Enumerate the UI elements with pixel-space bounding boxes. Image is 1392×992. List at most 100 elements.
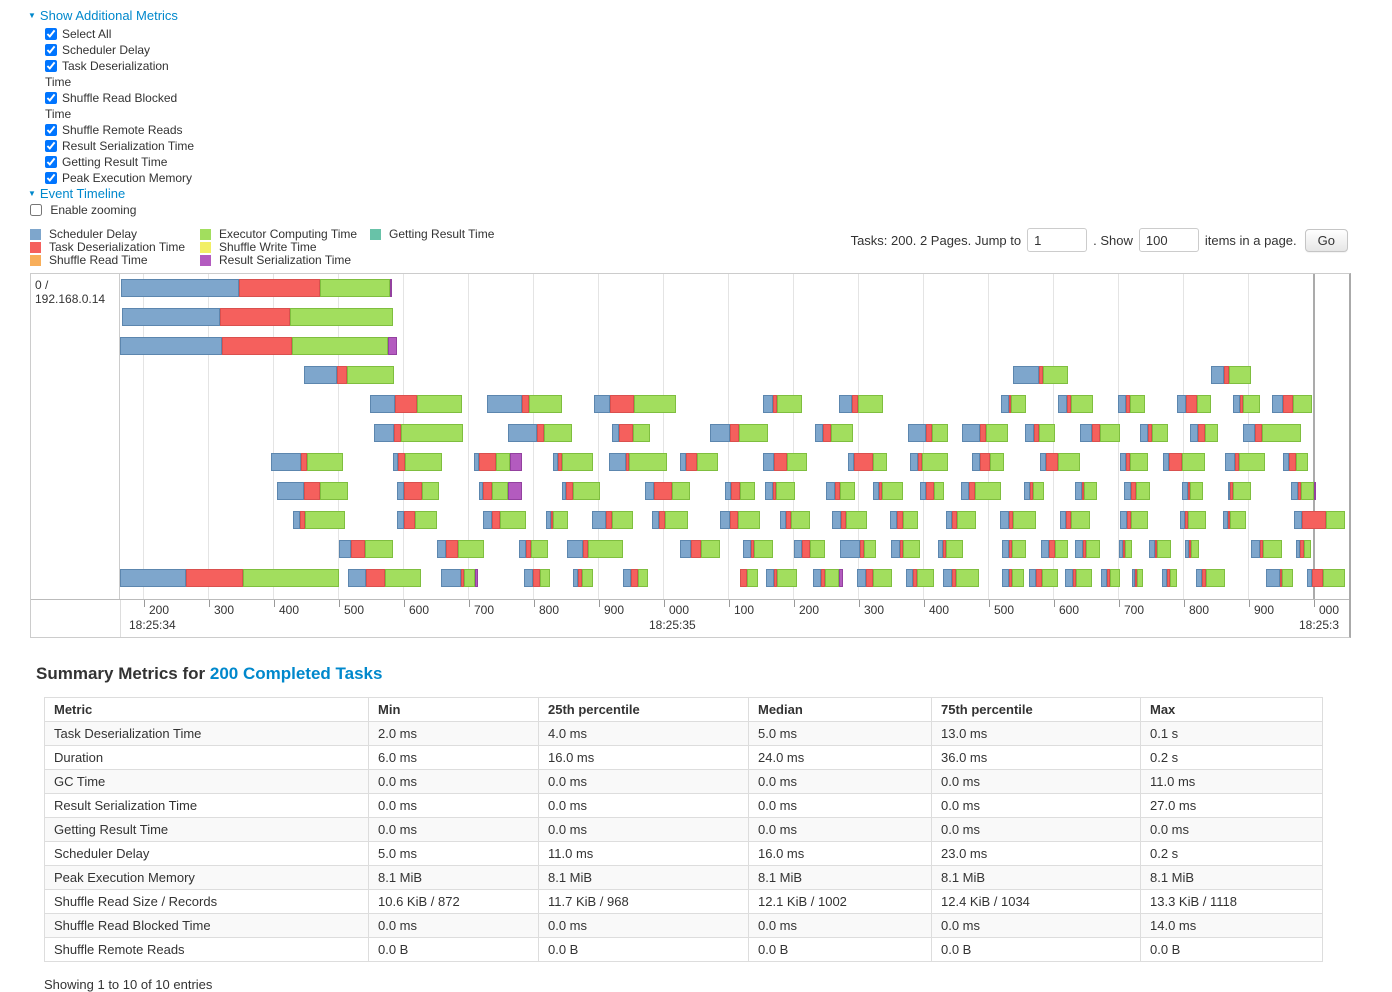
task-bar[interactable] [1025,424,1055,442]
task-bar[interactable] [121,279,392,297]
task-bar[interactable] [1177,395,1211,413]
task-bar[interactable] [474,453,522,471]
task-bar[interactable] [1041,540,1068,558]
task-bar[interactable] [1001,395,1026,413]
event-timeline-toggle[interactable]: ▼ Event Timeline [28,186,1392,202]
task-bar[interactable] [120,569,339,587]
task-bar[interactable] [397,482,439,500]
task-bar[interactable] [1296,540,1311,558]
task-bar[interactable] [1182,482,1203,500]
task-bar[interactable] [710,424,768,442]
task-bar[interactable] [780,511,810,529]
task-bar[interactable] [1196,569,1225,587]
task-bar[interactable] [1000,511,1036,529]
task-bar[interactable] [1058,395,1093,413]
task-bar[interactable] [1118,395,1145,413]
task-bar[interactable] [1002,569,1024,587]
task-bar[interactable] [813,569,843,587]
task-bar[interactable] [1120,453,1148,471]
task-bar[interactable] [1266,569,1293,587]
metric-checkbox[interactable] [45,60,57,72]
task-bar[interactable] [972,453,1004,471]
task-bar[interactable] [1075,482,1097,500]
task-bar[interactable] [304,366,394,384]
metric-checkbox[interactable] [45,124,57,136]
task-bar[interactable] [1272,395,1312,413]
task-bar[interactable] [1185,540,1199,558]
task-bar[interactable] [437,540,484,558]
task-bar[interactable] [832,511,867,529]
task-bar[interactable] [508,424,572,442]
task-bar[interactable] [1149,540,1171,558]
go-button[interactable]: Go [1304,228,1348,252]
task-bar[interactable] [725,482,755,500]
task-bar[interactable] [573,569,593,587]
metric-checkbox[interactable] [45,92,57,104]
task-bar[interactable] [763,395,802,413]
task-bar[interactable] [519,540,548,558]
task-bar[interactable] [946,511,976,529]
task-bar[interactable] [594,395,676,413]
task-bar[interactable] [293,511,345,529]
task-bar[interactable] [765,482,795,500]
task-bar[interactable] [763,453,807,471]
task-bar[interactable] [1243,424,1301,442]
task-bar[interactable] [1163,453,1205,471]
metric-checkbox[interactable] [45,28,57,40]
task-bar[interactable] [1029,569,1058,587]
task-bar[interactable] [612,424,650,442]
task-bar[interactable] [962,424,1008,442]
timeline-plot[interactable] [120,274,1348,599]
task-bar[interactable] [1132,569,1143,587]
task-bar[interactable] [826,482,855,500]
show-additional-metrics-toggle[interactable]: ▼ Show Additional Metrics [28,8,1392,24]
task-bar[interactable] [938,540,963,558]
task-bar[interactable] [1101,569,1120,587]
task-bar[interactable] [1013,366,1068,384]
task-bar[interactable] [1080,424,1120,442]
task-bar[interactable] [1162,569,1177,587]
task-bar[interactable] [1065,569,1092,587]
task-bar[interactable] [1040,453,1080,471]
task-bar[interactable] [1294,511,1345,529]
task-bar[interactable] [567,540,623,558]
task-bar[interactable] [720,511,760,529]
task-bar[interactable] [891,540,920,558]
task-bar[interactable] [766,569,797,587]
task-bar[interactable] [652,511,688,529]
task-bar[interactable] [339,540,393,558]
task-bar[interactable] [592,511,633,529]
task-bar[interactable] [487,395,562,413]
task-bar[interactable] [277,482,348,500]
task-bar[interactable] [1190,424,1218,442]
task-bar[interactable] [1180,511,1206,529]
task-bar[interactable] [393,453,442,471]
enable-zooming-checkbox[interactable] [30,204,42,216]
task-bar[interactable] [623,569,648,587]
task-bar[interactable] [1211,366,1251,384]
jump-to-page-input[interactable] [1027,228,1088,252]
task-bar[interactable] [609,453,667,471]
task-bar[interactable] [553,453,593,471]
task-bar[interactable] [1120,511,1148,529]
task-bar[interactable] [370,395,462,413]
task-bar[interactable] [848,453,887,471]
task-bar[interactable] [1124,482,1150,500]
task-bar[interactable] [524,569,550,587]
metric-checkbox[interactable] [45,156,57,168]
task-bar[interactable] [815,424,853,442]
metric-checkbox[interactable] [45,140,57,152]
task-bar[interactable] [546,511,568,529]
task-bar[interactable] [906,569,934,587]
task-bar[interactable] [120,337,397,355]
task-bar[interactable] [271,453,343,471]
task-bar[interactable] [680,453,718,471]
task-bar[interactable] [910,453,948,471]
task-bar[interactable] [1119,540,1132,558]
task-bar[interactable] [908,424,948,442]
task-bar[interactable] [1251,540,1282,558]
task-bar[interactable] [873,482,903,500]
task-bar[interactable] [1002,540,1026,558]
task-bar[interactable] [348,569,421,587]
task-bar[interactable] [1223,511,1246,529]
